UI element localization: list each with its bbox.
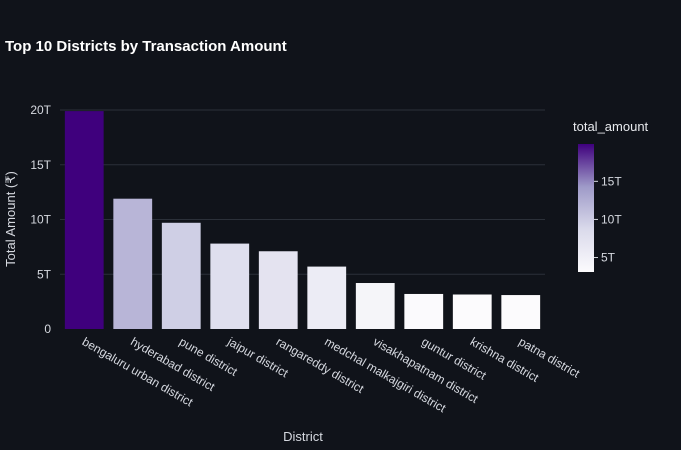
bars bbox=[64, 111, 541, 329]
bar bbox=[355, 283, 395, 329]
colorbar-tick-label: 5T bbox=[601, 251, 616, 265]
colorbar-title: total_amount bbox=[573, 119, 649, 134]
bar bbox=[404, 293, 444, 329]
y-axis-ticks: 0 5T 10T 15T 20T bbox=[30, 103, 51, 336]
colorbar: total_amount 5T 10T 15T bbox=[573, 119, 649, 272]
colorbar-tick-label: 15T bbox=[601, 174, 622, 188]
chart-title: Top 10 Districts by Transaction Amount bbox=[5, 38, 287, 55]
bar bbox=[307, 266, 347, 329]
colorbar-tick-label: 10T bbox=[601, 212, 622, 226]
bar bbox=[452, 294, 492, 329]
bar bbox=[64, 111, 104, 329]
colorbar-gradient bbox=[578, 144, 594, 272]
x-axis-title: District bbox=[283, 429, 323, 444]
bar bbox=[161, 222, 201, 329]
y-tick-label: 5T bbox=[37, 267, 52, 281]
y-axis-title: Total Amount (₹) bbox=[3, 171, 18, 267]
colorbar-ticks: 5T 10T 15T bbox=[594, 174, 622, 265]
bar bbox=[210, 243, 250, 329]
y-tick-label: 10T bbox=[30, 213, 51, 227]
bar bbox=[258, 251, 298, 329]
y-tick-label: 15T bbox=[30, 158, 51, 172]
bar bbox=[501, 295, 541, 329]
bar bbox=[113, 198, 153, 329]
y-tick-label: 0 bbox=[44, 322, 51, 336]
y-tick-label: 20T bbox=[30, 103, 51, 117]
